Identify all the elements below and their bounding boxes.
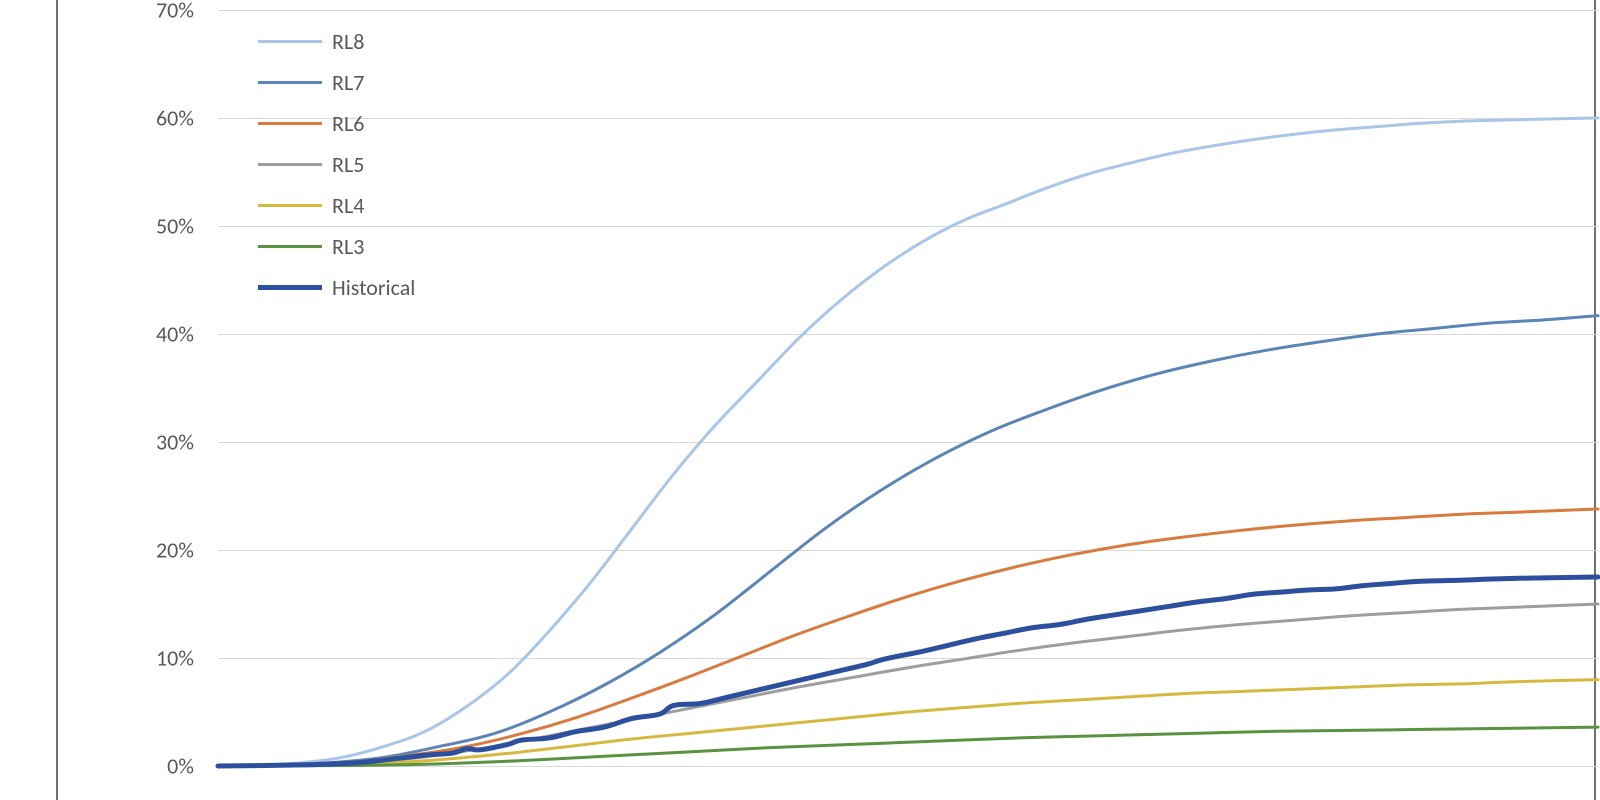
legend-item: RL8 xyxy=(258,28,415,55)
legend-swatch xyxy=(258,163,322,166)
series-rl7 xyxy=(218,316,1598,766)
legend-swatch xyxy=(258,285,322,290)
legend-label: RL3 xyxy=(332,233,364,260)
series-layer xyxy=(218,10,1598,766)
legend-label: RL6 xyxy=(332,110,364,137)
legend-swatch xyxy=(258,122,322,125)
y-tick-label: 0% xyxy=(124,753,194,780)
plot-area xyxy=(218,10,1598,766)
legend-label: RL5 xyxy=(332,151,364,178)
y-tick-label: 70% xyxy=(124,0,194,24)
y-tick-label: 50% xyxy=(124,213,194,240)
y-tick-label: 10% xyxy=(124,645,194,672)
legend-item: RL3 xyxy=(258,233,415,260)
y-tick-label: 60% xyxy=(124,105,194,132)
legend-swatch xyxy=(258,245,322,248)
legend-label: RL8 xyxy=(332,28,364,55)
legend: RL8 RL7 RL6 RL5 RL4 RL3 Historical xyxy=(258,28,415,315)
y-tick-label: 40% xyxy=(124,321,194,348)
legend-item: RL4 xyxy=(258,192,415,219)
series-historical xyxy=(218,577,1598,766)
legend-label: RL7 xyxy=(332,69,364,96)
legend-item: Historical xyxy=(258,274,415,301)
y-tick-label: 30% xyxy=(124,429,194,456)
legend-swatch xyxy=(258,204,322,207)
series-rl6 xyxy=(218,509,1598,766)
legend-item: RL5 xyxy=(258,151,415,178)
legend-item: RL7 xyxy=(258,69,415,96)
legend-swatch xyxy=(258,81,322,84)
grid-line xyxy=(218,766,1598,767)
legend-swatch xyxy=(258,40,322,43)
legend-label: Historical xyxy=(332,274,415,301)
legend-item: RL6 xyxy=(258,110,415,137)
chart-frame: 0%10%20%30%40%50%60%70% RL8RL7RL6RL5RL4R… xyxy=(56,0,1596,800)
y-tick-label: 20% xyxy=(124,537,194,564)
legend-label: RL4 xyxy=(332,192,364,219)
